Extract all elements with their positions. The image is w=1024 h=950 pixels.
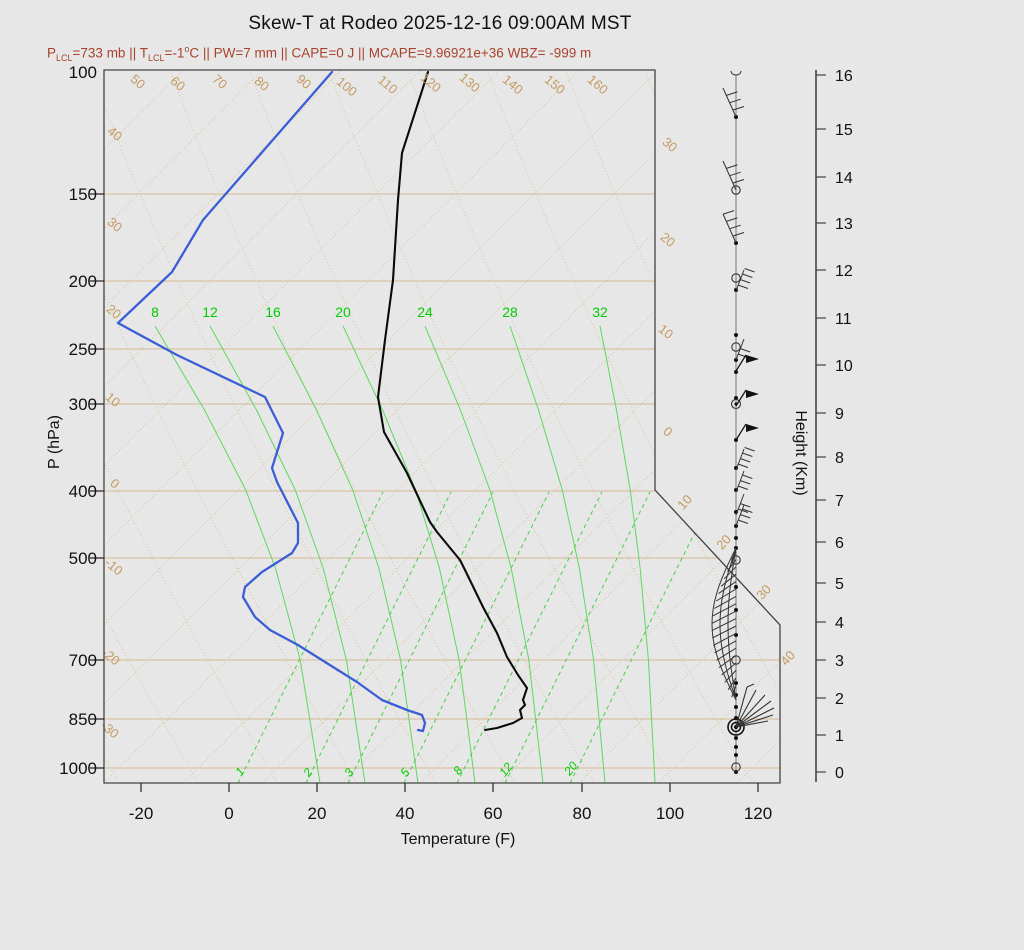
svg-text:12: 12 [496,760,515,779]
svg-text:80: 80 [573,804,592,823]
svg-text:28: 28 [502,304,518,320]
svg-text:120: 120 [744,804,772,823]
svg-text:14: 14 [835,170,853,187]
svg-text:0: 0 [835,765,844,782]
y-axis-title: P (hPa) [46,415,63,469]
svg-text:1000: 1000 [59,759,97,778]
svg-text:140: 140 [500,72,526,97]
svg-text:24: 24 [417,304,433,320]
svg-text:2: 2 [835,691,844,708]
pressure-gridlines [104,193,780,769]
svg-text:10: 10 [835,358,853,375]
moist-adiabat-labels: 8 12 16 20 24 28 32 [151,304,608,320]
svg-text:8: 8 [835,450,844,467]
svg-text:12: 12 [202,304,218,320]
svg-text:-30: -30 [98,718,122,742]
svg-text:1: 1 [835,728,844,745]
svg-text:10: 10 [103,389,124,410]
sounding-parameters: PLCL=733 mb || TLCL=-1oC || PW=7 mm || C… [47,44,592,64]
svg-text:100: 100 [69,63,97,82]
svg-text:850: 850 [69,710,97,729]
page-title: Skew-T at Rodeo 2025-12-16 09:00AM MST [248,13,632,34]
svg-text:6: 6 [835,535,844,552]
svg-text:11: 11 [835,311,852,328]
svg-text:9: 9 [835,406,844,423]
svg-text:20: 20 [561,759,581,779]
plot-border [103,69,781,784]
plot-background [104,70,780,783]
svg-text:32: 32 [592,304,608,320]
svg-text:13: 13 [835,216,853,233]
svg-text:40: 40 [396,804,415,823]
temperature-profile-curve [376,70,529,732]
svg-text:5: 5 [397,765,412,779]
svg-text:0: 0 [660,423,675,439]
isotherm-lines [104,70,780,783]
svg-text:20: 20 [335,304,351,320]
svg-text:150: 150 [69,185,97,204]
wind-barb-column [711,70,775,774]
svg-text:7: 7 [835,493,844,510]
svg-text:8: 8 [450,763,465,777]
svg-text:90: 90 [294,71,315,92]
svg-text:250: 250 [69,340,97,359]
svg-text:60: 60 [484,804,503,823]
svg-text:-20: -20 [99,645,123,669]
svg-text:100: 100 [656,804,684,823]
svg-text:15: 15 [835,122,853,139]
svg-text:8: 8 [151,304,159,320]
svg-text:20: 20 [658,229,679,250]
moist-adiabat-lines [154,325,656,783]
svg-text:0: 0 [107,475,122,491]
mixing-ratio-lines [237,491,716,783]
svg-text:16: 16 [835,68,853,85]
svg-text:80: 80 [252,73,273,94]
svg-text:-20: -20 [129,804,154,823]
x-axis-title: Temperature (F) [400,831,516,848]
svg-text:110: 110 [375,72,401,97]
svg-text:40: 40 [105,123,126,144]
svg-text:3: 3 [341,765,356,779]
temperature-axis: -20 0 20 40 60 80 100 120 [129,783,772,823]
svg-text:12: 12 [835,263,853,280]
svg-text:5: 5 [835,576,844,593]
svg-text:130: 130 [457,70,483,95]
svg-text:10: 10 [674,492,695,513]
svg-text:0: 0 [224,804,233,823]
svg-text:60: 60 [168,73,189,94]
svg-text:10: 10 [656,321,677,342]
svg-text:1: 1 [232,765,247,779]
svg-text:700: 700 [69,651,97,670]
dry-adiabat-lines [104,70,780,783]
svg-text:16: 16 [265,304,281,320]
svg-text:3: 3 [835,653,844,670]
svg-text:30: 30 [660,134,681,155]
svg-text:200: 200 [69,272,97,291]
svg-text:50: 50 [128,71,149,92]
svg-text:150: 150 [542,72,568,97]
svg-text:300: 300 [69,395,97,414]
height-axis-title: Height (Km) [792,410,809,496]
svg-text:20: 20 [308,804,327,823]
svg-text:20: 20 [713,532,734,553]
svg-text:70: 70 [210,71,231,92]
svg-text:4: 4 [835,615,844,632]
svg-text:30: 30 [105,214,126,235]
pressure-axis: 100 150 200 250 300 400 500 700 850 1000 [59,63,104,778]
dewpoint-profile-curve [116,70,427,733]
sounding-curves [116,70,529,733]
svg-text:400: 400 [69,482,97,501]
svg-text:500: 500 [69,549,97,568]
svg-text:160: 160 [585,72,611,97]
mixing-ratio-labels: 1 2 3 5 8 12 20 [232,759,580,781]
